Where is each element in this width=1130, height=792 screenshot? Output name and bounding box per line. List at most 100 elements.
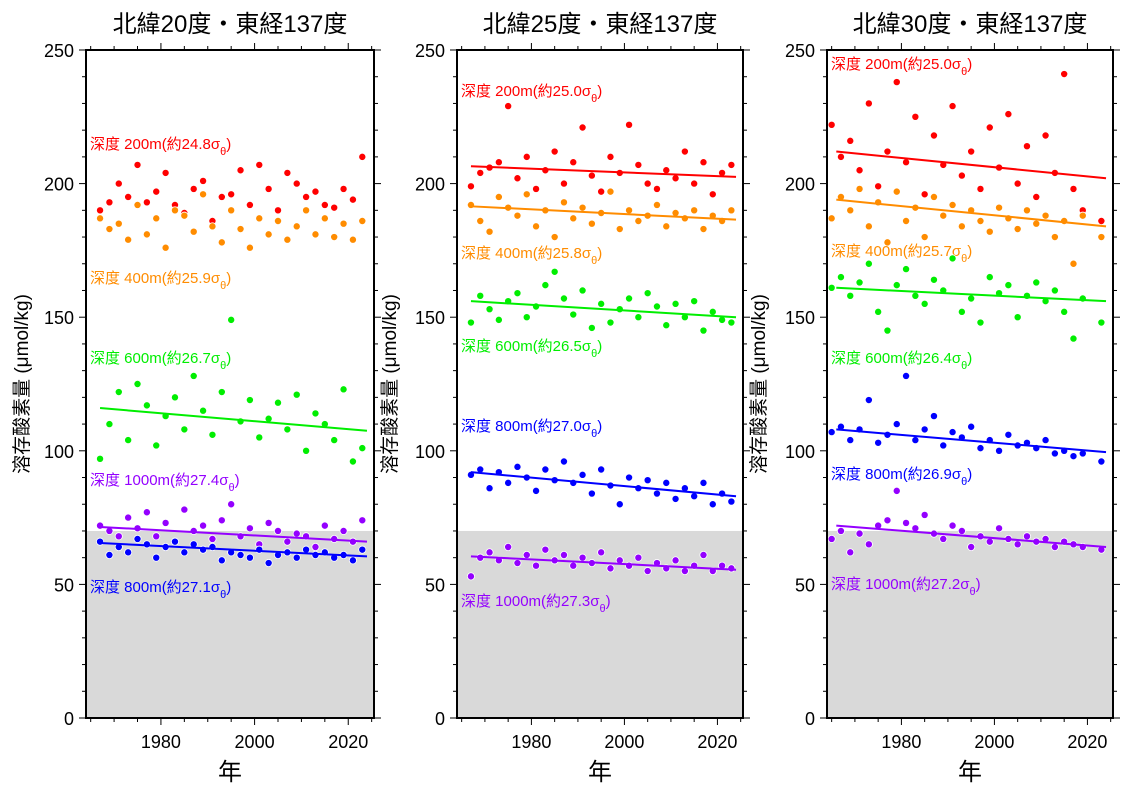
y-tick-label: 100 — [785, 442, 815, 462]
data-point — [485, 484, 494, 493]
data-point — [892, 486, 901, 495]
data-point — [273, 217, 282, 226]
x-tick-label: 1980 — [141, 732, 181, 752]
series-1: 深度 400m(約25.7σθ) — [827, 184, 1107, 268]
data-point — [671, 299, 680, 308]
series-label-end: ) — [226, 136, 231, 153]
data-point — [105, 198, 114, 207]
data-point — [827, 214, 836, 223]
data-point — [587, 219, 596, 228]
data-point — [1022, 206, 1031, 215]
data-point — [255, 433, 264, 442]
data-point — [1097, 233, 1106, 242]
data-point — [634, 160, 643, 169]
data-point — [320, 521, 329, 530]
series-label-end: ) — [606, 593, 611, 610]
data-point — [513, 559, 522, 568]
y-tick-label: 150 — [44, 308, 74, 328]
data-point — [311, 230, 320, 239]
data-point — [902, 518, 911, 527]
data-point — [180, 548, 189, 557]
data-point — [836, 273, 845, 282]
y-tick-label: 250 — [415, 41, 445, 61]
data-point — [1050, 449, 1059, 458]
data-point — [142, 401, 151, 410]
data-point — [273, 526, 282, 535]
data-point — [727, 497, 736, 506]
data-point — [625, 120, 634, 129]
data-point — [578, 203, 587, 212]
y-tick-label: 50 — [54, 575, 74, 595]
series-3: 深度 1000m(約27.4σθ) — [90, 472, 368, 551]
data-point — [124, 548, 133, 557]
data-point — [911, 112, 920, 121]
series-label: 深度 200m(約25.0σθ) — [461, 83, 602, 105]
data-point — [133, 160, 142, 169]
data-point — [217, 192, 226, 201]
data-point — [541, 465, 550, 474]
data-point — [124, 235, 133, 244]
data-point — [152, 532, 161, 541]
data-point — [680, 147, 689, 156]
data-point — [476, 217, 485, 226]
series-label-end: ) — [967, 56, 972, 73]
data-point — [217, 388, 226, 397]
data-point — [569, 561, 578, 570]
x-tick-label: 1980 — [881, 732, 921, 752]
data-point — [883, 516, 892, 525]
data-point — [625, 206, 634, 215]
shaded-region — [827, 530, 1113, 718]
data-point — [569, 214, 578, 223]
data-point — [532, 222, 541, 231]
data-point — [476, 291, 485, 300]
series-3: 深度 800m(約27.0σθ) — [461, 418, 737, 509]
data-point — [283, 168, 292, 177]
data-point — [1069, 259, 1078, 268]
data-point — [339, 184, 348, 193]
data-point — [662, 478, 671, 487]
trend-line — [99, 541, 368, 558]
data-point — [264, 230, 273, 239]
data-point — [846, 206, 855, 215]
data-point — [124, 513, 133, 522]
series-label-sub: θ — [969, 586, 975, 598]
data-point — [513, 211, 522, 220]
data-point — [189, 184, 198, 193]
series-label-end: ) — [235, 472, 240, 489]
data-point — [846, 291, 855, 300]
data-point — [855, 529, 864, 538]
data-point — [199, 406, 208, 415]
data-point — [133, 534, 142, 543]
y-axis-label: 溶存酸素量 (μmol/kg) — [379, 294, 401, 474]
data-point — [902, 217, 911, 226]
data-point — [615, 500, 624, 509]
data-point — [485, 548, 494, 557]
data-point — [902, 371, 911, 380]
data-point — [597, 299, 606, 308]
data-point — [466, 572, 475, 581]
data-point — [948, 521, 957, 530]
data-point — [1050, 233, 1059, 242]
data-point — [208, 430, 217, 439]
series-label-main: 深度 800m(約27.0σ — [461, 418, 592, 435]
series-label-sub: θ — [961, 253, 967, 265]
data-point — [625, 294, 634, 303]
data-point — [522, 190, 531, 199]
y-tick-label: 50 — [795, 575, 815, 595]
data-point — [105, 225, 114, 234]
data-point — [874, 438, 883, 447]
data-point — [358, 444, 367, 453]
data-point — [302, 192, 311, 201]
data-point — [699, 551, 708, 560]
series-label-sub: θ — [591, 348, 597, 360]
plot-frame — [85, 49, 375, 719]
data-point — [245, 243, 254, 252]
data-point — [1013, 313, 1022, 322]
data-point — [1032, 219, 1041, 228]
series-label-main: 深度 200m(約25.0σ — [461, 83, 592, 100]
data-point — [846, 436, 855, 445]
y-tick-label: 200 — [415, 175, 445, 195]
data-point — [652, 200, 661, 209]
data-point — [348, 235, 357, 244]
